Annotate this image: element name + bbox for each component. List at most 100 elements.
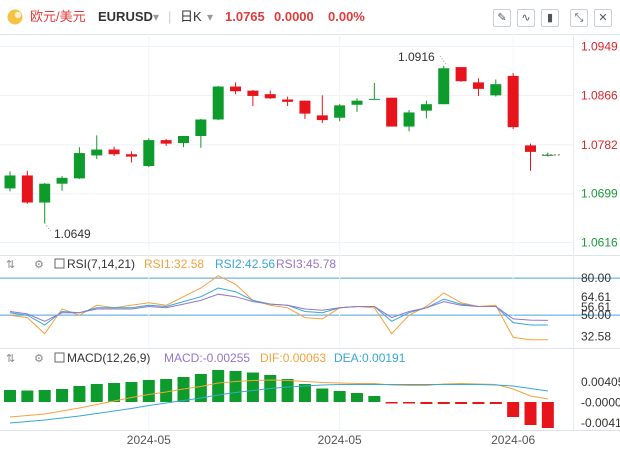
rsi-series-line [9, 275, 548, 341]
macd-bar [316, 388, 329, 402]
indicator-icon[interactable]: ∿ [517, 9, 535, 27]
candle-body [73, 153, 85, 179]
candle-body [368, 98, 380, 100]
x-tick-label: 2024-06 [491, 433, 535, 447]
macd-bar [38, 390, 51, 402]
macd-bar [472, 402, 485, 404]
indicator-toggle-icon[interactable] [54, 258, 65, 269]
price-tick-label: 1.0699 [581, 187, 618, 201]
rsi2-legend: RSI2:42.56 [215, 257, 275, 271]
candle-body [125, 154, 137, 157]
macd-bar [507, 402, 520, 417]
rsi-lines [9, 275, 548, 341]
macd-lines [9, 379, 548, 424]
candle-body [472, 82, 484, 89]
candle-body [160, 140, 172, 144]
price-tick-label: 1.0949 [581, 39, 618, 53]
high-price-label: 1.0916 [398, 50, 435, 64]
macd-bar [385, 402, 398, 404]
macd-bar [489, 402, 502, 404]
macd-legend-value: MACD:-0.00255 [164, 351, 250, 365]
rsi1-legend: RSI1:32.58 [144, 257, 204, 271]
rsi-tick-label: 80.00 [581, 271, 611, 285]
candle-body [230, 86, 242, 92]
candle-body [403, 112, 415, 127]
candle-body [386, 97, 398, 127]
macd-bar [246, 372, 259, 402]
macd-bar [403, 402, 416, 404]
drawing-tool-icon[interactable]: ✎ [493, 9, 511, 27]
price-tick-label: 1.0866 [581, 88, 618, 102]
close-icon[interactable]: ✕ [594, 9, 612, 27]
candle-body [264, 94, 276, 99]
macd-collapse-icon[interactable]: ⇅ [6, 353, 15, 365]
candle-body [351, 100, 363, 105]
last-price: 1.0765 [225, 9, 265, 24]
candle-body [420, 104, 432, 111]
symbol-name-cn[interactable]: 欧元/美元 [30, 9, 86, 24]
high-pointer [439, 55, 447, 65]
logo-icon [6, 8, 26, 30]
macd-histogram [4, 370, 554, 428]
collapse-icon[interactable]: ⇅ [6, 259, 15, 271]
macd-legend: ⇅ ⚙ MACD(12,26,9) MACD:-0.00255 DIF:0.00… [6, 351, 406, 365]
candle-body [91, 149, 103, 156]
low-price-label: 1.0649 [54, 227, 91, 241]
dif-legend: DIF:0.00063 [260, 351, 326, 365]
macd-bar [281, 379, 294, 402]
macd-bar [90, 384, 103, 402]
dea-legend: DEA:0.00191 [334, 351, 406, 365]
macd-bar [4, 390, 16, 402]
price-change-pct: 0.00% [328, 9, 365, 24]
settings-icon[interactable]: ⚙ [34, 259, 44, 271]
macd-toggle-icon[interactable] [54, 352, 65, 363]
macd-bar [73, 386, 86, 402]
period-selector[interactable]: 日K [180, 9, 202, 24]
macd-bar [56, 389, 69, 402]
rsi-tick-label: 56.61 [581, 300, 611, 314]
rsi-title: RSI(7,14,21) [67, 257, 135, 271]
rsi-tick-label: 50.00 [581, 308, 611, 322]
macd-bar [108, 383, 121, 402]
candles [4, 55, 560, 234]
period-caret-icon[interactable]: ▾ [207, 10, 214, 24]
toolbar-divider: | [168, 9, 172, 24]
candle-body [247, 90, 259, 96]
macd-tick-label: -0.00419 [581, 416, 620, 430]
candle-body [438, 68, 450, 105]
x-tick-label: 2024-05 [127, 433, 171, 447]
candle-body [195, 119, 207, 136]
macd-bar [212, 370, 225, 402]
grid [0, 34, 620, 430]
candle-body [39, 183, 51, 203]
candle-body [21, 175, 33, 203]
candle-body [316, 115, 328, 121]
candle-type-icon[interactable]: ▮ [541, 9, 559, 27]
compress-icon[interactable]: ⤡ [570, 9, 588, 27]
price-tick-label: 1.0782 [581, 138, 618, 152]
macd-bar [160, 379, 173, 402]
candle-body [490, 84, 502, 96]
rsi-tick-label: 32.58 [581, 330, 611, 344]
candle-body [108, 149, 120, 155]
macd-bar [125, 382, 138, 402]
macd-bar [194, 374, 207, 402]
macd-bar [229, 371, 242, 402]
macd-bar [541, 402, 554, 428]
candle-body [4, 175, 16, 189]
macd-settings-icon[interactable]: ⚙ [34, 353, 44, 365]
caret-down-icon[interactable]: ▾ [153, 10, 160, 24]
rsi-tick-label: 64.61 [581, 290, 611, 304]
candle-body [212, 86, 224, 120]
macd-bar [524, 402, 537, 425]
macd-bar [21, 390, 34, 402]
symbol-code[interactable]: EURUSD [98, 9, 153, 24]
macd-bar [333, 391, 346, 402]
macd-bar [437, 402, 450, 404]
candle-body [507, 75, 519, 128]
rsi-legend: ⇅ ⚙ RSI(7,14,21) RSI1:32.58 RSI2:42.56 R… [6, 257, 336, 271]
macd-series-line [9, 384, 548, 424]
macd-series-line [9, 379, 548, 418]
price-change: 0.0000 [274, 9, 314, 24]
